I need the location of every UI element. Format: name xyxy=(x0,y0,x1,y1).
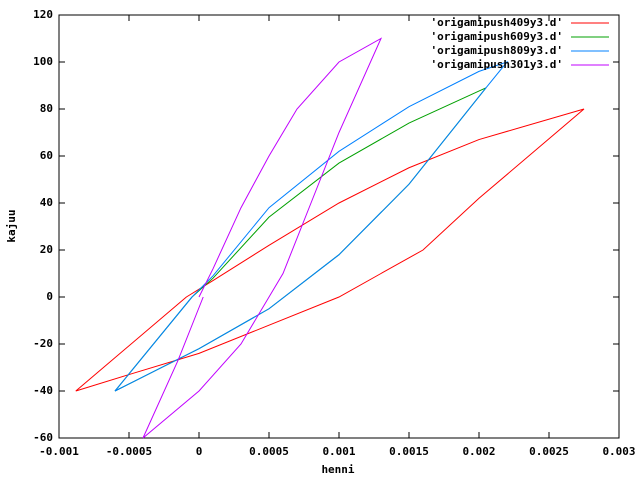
x-tick-label: 0.002 xyxy=(462,445,495,458)
y-tick-label: 80 xyxy=(40,102,53,115)
y-tick-label: 100 xyxy=(33,55,53,68)
x-tick-label: -0.001 xyxy=(39,445,79,458)
series-line xyxy=(75,108,585,392)
x-tick-label: 0.001 xyxy=(322,445,355,458)
y-axis-label: kajuu xyxy=(5,209,18,242)
y-tick-label: 40 xyxy=(40,196,53,209)
series-line xyxy=(114,87,487,392)
plot-frame xyxy=(58,14,620,439)
y-tick-label: 20 xyxy=(40,243,53,256)
x-tick-label: 0.0025 xyxy=(529,445,569,458)
x-tick-label: 0.003 xyxy=(602,445,635,458)
y-tick-label: -20 xyxy=(33,337,53,350)
y-tick-label: 0 xyxy=(46,290,53,303)
legend-label: 'origamipush301y3.d' xyxy=(431,58,563,71)
x-axis-label: henni xyxy=(321,463,354,476)
legend-label: 'origamipush409y3.d' xyxy=(431,16,563,29)
x-tick-label: -0.0005 xyxy=(106,445,152,458)
x-tick-label: 0 xyxy=(196,445,203,458)
y-tick-label: 60 xyxy=(40,149,53,162)
x-tick-label: 0.0015 xyxy=(389,445,429,458)
legend-label: 'origamipush609y3.d' xyxy=(431,30,563,43)
x-tick-label: 0.0005 xyxy=(249,445,289,458)
legend-label: 'origamipush809y3.d' xyxy=(431,44,563,57)
y-tick-label: 120 xyxy=(33,8,53,21)
series-line xyxy=(114,60,509,392)
y-tick-label: -40 xyxy=(33,384,53,397)
series-line xyxy=(142,37,383,439)
y-tick-label: -60 xyxy=(33,431,53,444)
